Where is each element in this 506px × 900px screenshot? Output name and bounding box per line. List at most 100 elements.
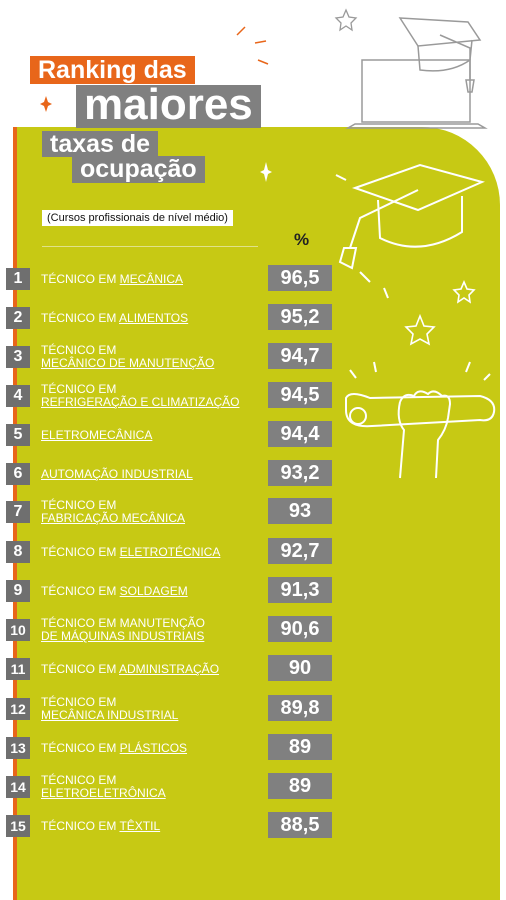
course-label: AUTOMAÇÃO INDUSTRIAL	[41, 468, 271, 481]
value-box: 92,7	[268, 538, 332, 564]
ranking-row: 4 TÉCNICO EM REFRIGERAÇÃO E CLIMATIZAÇÃO 94…	[0, 381, 340, 411]
value-box: 88,5	[268, 812, 332, 838]
value-box: 93	[268, 498, 332, 524]
course-name: MECÂNICA	[119, 272, 184, 286]
course-prefix: TÉCNICO EM	[41, 382, 117, 396]
course-label: TÉCNICO EM PLÁSTICOS	[41, 742, 271, 755]
course-label: TÉCNICO EM ELETROELETRÔNICA	[41, 774, 271, 800]
ranking-row: 6 AUTOMAÇÃO INDUSTRIAL 93,2	[0, 459, 340, 489]
rank-number: 14	[6, 776, 30, 798]
value-box: 94,7	[268, 343, 332, 369]
ranking-row: 14 TÉCNICO EM ELETROELETRÔNICA 89	[0, 772, 340, 802]
title-line-1: Ranking das	[30, 56, 195, 84]
course-label: TÉCNICO EM ADMINISTRAÇÃO	[41, 663, 271, 676]
ranking-row: 11 TÉCNICO EM ADMINISTRAÇÃO 90	[0, 654, 340, 684]
separator-line	[42, 246, 258, 247]
ranking-row: 2 TÉCNICO EM ALIMENTOS 95,2	[0, 303, 340, 333]
value-box: 94,5	[268, 382, 332, 408]
rank-number: 5	[6, 424, 30, 446]
value-box: 96,5	[268, 265, 332, 291]
course-prefix: TÉCNICO EM	[41, 819, 120, 833]
course-name: ELETROMECÂNICA	[41, 428, 153, 442]
orange-sparkle-icon	[40, 96, 52, 112]
value-box: 90	[268, 655, 332, 681]
ranking-row: 10 TÉCNICO EM MANUTENÇÃO DE MÁQUINAS INDUS…	[0, 615, 340, 645]
course-name: ELETROTÉCNICA	[119, 545, 221, 559]
ranking-row: 9 TÉCNICO EM SOLDAGEM 91,3	[0, 576, 340, 606]
title-line-3: taxas de	[42, 131, 159, 157]
ranking-row: 5 ELETROMECÂNICA 94,4	[0, 420, 340, 450]
rank-number: 6	[6, 463, 30, 485]
big-graduation-cap-icon	[335, 163, 485, 299]
ranking-row: 8 TÉCNICO EM ELETROTÉCNICA 92,7	[0, 537, 340, 567]
rank-number: 15	[6, 815, 30, 837]
course-name: PLÁSTICOS	[119, 741, 188, 755]
course-prefix: TÉCNICO EM	[41, 695, 117, 709]
rank-number: 9	[6, 580, 30, 602]
rank-number: 4	[6, 385, 30, 407]
star-icon	[334, 8, 358, 32]
course-name: TÊXTIL	[119, 819, 161, 833]
star-icon	[404, 313, 436, 346]
ranking-row: 1 TÉCNICO EM MECÂNICA 96,5	[0, 264, 340, 294]
course-name: SOLDAGEM	[119, 584, 188, 598]
course-name: ELETROELETRÔNICA	[41, 786, 166, 800]
rank-number: 3	[6, 346, 30, 368]
course-name: AUTOMAÇÃO INDUSTRIAL	[41, 467, 193, 481]
course-prefix: TÉCNICO EM MANUTENÇÃO	[41, 616, 206, 630]
course-name: REFRIGERAÇÃO E CLIMATIZAÇÃO	[41, 395, 240, 409]
value-box: 94,4	[268, 421, 332, 447]
course-prefix: TÉCNICO EM	[41, 662, 120, 676]
course-prefix: TÉCNICO EM	[41, 741, 120, 755]
value-box: 91,3	[268, 577, 332, 603]
green-panel	[13, 127, 500, 900]
value-box: 90,6	[268, 616, 332, 642]
ranking-row: 7 TÉCNICO EM FABRICAÇÃO MECÂNICA 93	[0, 497, 340, 527]
course-label: TÉCNICO EM MECÂNICA INDUSTRIAL	[41, 696, 271, 722]
course-name: MECÂNICO DE MANUTENÇÃO	[41, 356, 215, 370]
course-label: TÉCNICO EM TÊXTIL	[41, 820, 271, 833]
course-prefix: TÉCNICO EM	[41, 545, 120, 559]
ranking-row: 13 TÉCNICO EM PLÁSTICOS 89	[0, 733, 340, 763]
value-box: 93,2	[268, 460, 332, 486]
value-box: 89	[268, 773, 332, 799]
ranking-row: 3 TÉCNICO EM MECÂNICO DE MANUTENÇÃO 94,7	[0, 342, 340, 372]
course-name: ADMINISTRAÇÃO	[119, 662, 220, 676]
orange-sparks	[236, 26, 269, 65]
course-label: TÉCNICO EM FABRICAÇÃO MECÂNICA	[41, 499, 271, 525]
rank-number: 10	[6, 619, 30, 641]
course-prefix: TÉCNICO EM	[41, 498, 117, 512]
value-box: 89,8	[268, 695, 332, 721]
graduation-cap-icon	[398, 17, 482, 93]
ranking-row: 12 TÉCNICO EM MECÂNICA INDUSTRIAL 89,8	[0, 694, 340, 724]
course-label: TÉCNICO EM SOLDAGEM	[41, 585, 271, 598]
course-prefix: TÉCNICO EM	[41, 773, 117, 787]
course-name: FABRICAÇÃO MECÂNICA	[41, 511, 186, 525]
course-prefix: TÉCNICO EM	[41, 584, 120, 598]
rank-number: 1	[6, 268, 30, 290]
course-label: TÉCNICO EM MECÂNICO DE MANUTENÇÃO	[41, 344, 271, 370]
course-prefix: TÉCNICO EM	[41, 311, 120, 325]
value-box: 89	[268, 734, 332, 760]
course-prefix: TÉCNICO EM	[41, 272, 120, 286]
course-label: TÉCNICO EM ALIMENTOS	[41, 312, 271, 325]
rank-number: 12	[6, 698, 30, 720]
course-label: TÉCNICO EM MECÂNICA	[41, 273, 271, 286]
title-line-2: maiores	[76, 83, 261, 128]
rank-number: 11	[6, 658, 30, 680]
ranking-row: 15 TÉCNICO EM TÊXTIL 88,5	[0, 811, 340, 841]
course-prefix: TÉCNICO EM	[41, 343, 117, 357]
course-name: ALIMENTOS	[119, 311, 189, 325]
rank-number: 2	[6, 307, 30, 329]
title-line-4: ocupação	[72, 156, 205, 183]
white-sparkle-icon	[260, 162, 272, 182]
subtitle: (Cursos profissionais de nível médio)	[42, 210, 233, 226]
unit-label: %	[294, 230, 310, 249]
course-label: TÉCNICO EM ELETROTÉCNICA	[41, 546, 271, 559]
rank-number: 8	[6, 541, 30, 563]
course-label: TÉCNICO EM MANUTENÇÃO DE MÁQUINAS INDUSTR…	[41, 617, 271, 643]
star-icon	[452, 279, 476, 304]
course-name: DE MÁQUINAS INDUSTRIAIS	[41, 629, 205, 643]
course-name: MECÂNICA INDUSTRIAL	[41, 708, 179, 722]
